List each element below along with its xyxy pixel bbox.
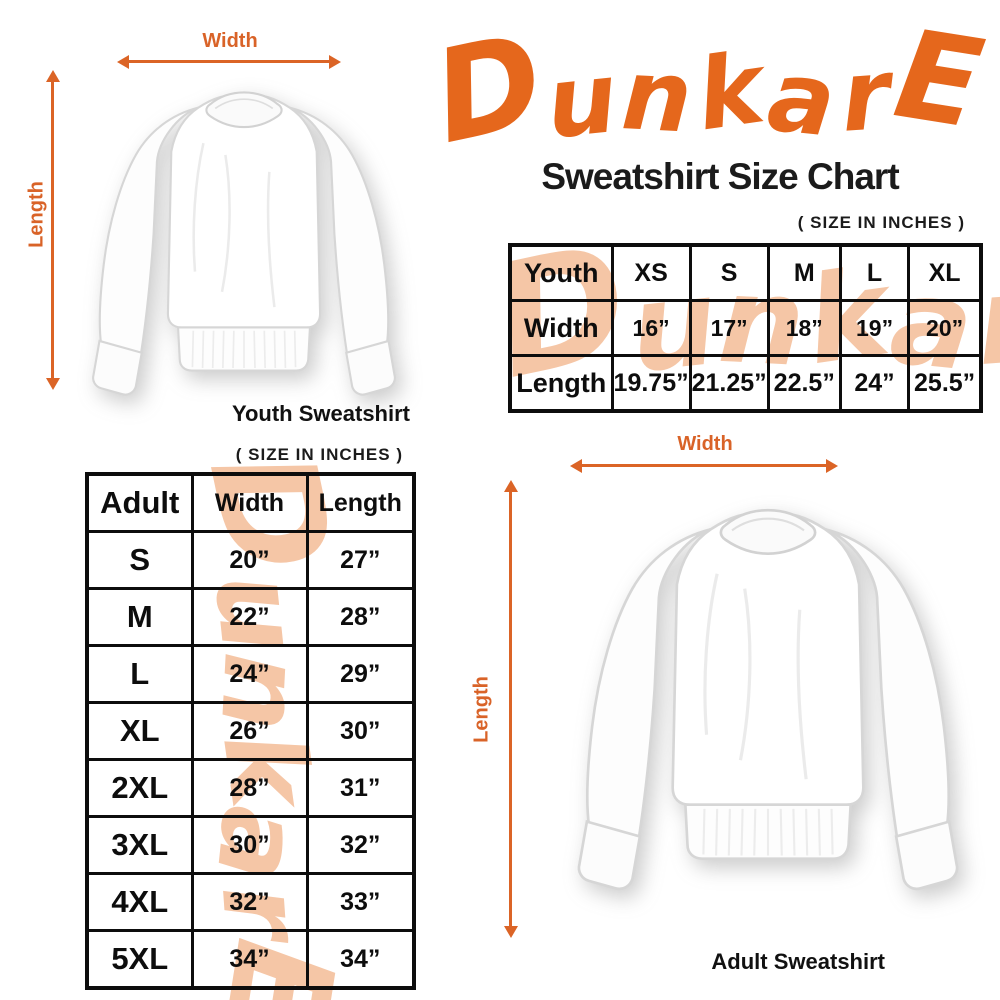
table-cell: 4XL [85, 872, 194, 932]
table-cell: Length [305, 472, 416, 533]
adult-table-wrap: DunkarE Adult Width Length S 20” 27” M 22” 28” L 2… [85, 437, 419, 1000]
table-cell: Width [508, 299, 614, 357]
table-cell: 34” [305, 929, 416, 990]
table-cell: 5XL [85, 929, 194, 990]
table-cell: Youth [508, 243, 614, 302]
table-cell: 27” [305, 530, 416, 590]
youth-sweatshirt-image [92, 91, 396, 396]
table-cell: 24” [190, 644, 309, 704]
table-row: Adult Width Length [85, 472, 416, 533]
table-cell: XL [907, 243, 983, 302]
table-row: 3XL 30” 32” [85, 815, 416, 875]
size-in-inches-note: ( SIZE IN INCHES ) [797, 213, 965, 232]
table-cell: 20” [907, 299, 983, 357]
adult-width-label: Width [677, 433, 733, 455]
youth-width-label: Width [202, 30, 258, 52]
table-cell: 29” [305, 644, 416, 704]
table-cell: 30” [305, 701, 416, 761]
table-row: 4XL 32” 33” [85, 872, 416, 932]
youth-caption: Youth Sweatshirt [231, 401, 410, 426]
youth-length-label: Length [25, 181, 48, 248]
table-row: Width 16” 17” 18” 19” 20” [508, 299, 983, 357]
table-cell: 33” [305, 872, 416, 932]
adult-size-in-inches-note: ( SIZE IN INCHES ) [235, 445, 403, 464]
table-row: L 24” 29” [85, 644, 416, 704]
table-cell: 20” [190, 530, 309, 590]
table-cell: S [688, 243, 770, 302]
table-row: 5XL 34” 34” [85, 929, 416, 990]
adult-caption: Adult Sweatshirt [711, 949, 885, 974]
table-cell: S [85, 530, 194, 590]
table-row: Youth XS S M L XL [508, 243, 983, 302]
table-cell: 32” [305, 815, 416, 875]
table-cell: 2XL [85, 758, 194, 818]
table-row: S 20” 27” [85, 530, 416, 590]
table-row: 2XL 28” 31” [85, 758, 416, 818]
youth-width-arrow [117, 54, 341, 69]
table-row: M 22” 28” [85, 587, 416, 647]
table-cell: L [838, 243, 911, 302]
table-cell: 3XL [85, 815, 194, 875]
table-cell: 18” [766, 299, 842, 357]
table-cell: 22.5” [766, 354, 842, 413]
table-cell: XL [85, 701, 194, 761]
table-cell: L [85, 644, 194, 704]
table-cell: 28” [190, 758, 309, 818]
table-cell: 28” [305, 587, 416, 647]
table-cell: 19” [838, 299, 911, 357]
table-cell: 32” [190, 872, 309, 932]
adult-sweatshirt-image [577, 508, 959, 891]
table-cell: Length [508, 354, 614, 413]
table-cell: 17” [688, 299, 770, 357]
table-cell: 16” [610, 299, 692, 357]
table-cell: 25.5” [907, 354, 983, 413]
table-cell: 24” [838, 354, 911, 413]
adult-length-label: Length [470, 676, 493, 743]
table-cell: 22” [190, 587, 309, 647]
table-cell: M [766, 243, 842, 302]
table-row: Length 19.75” 21.25” 22.5” 24” 25.5” [508, 354, 983, 413]
table-cell: Adult [85, 472, 194, 533]
dunkare-logo: DunkarE [421, 1, 998, 173]
youth-size-table: Youth XS S M L XL Width 16” 17” 18” 19” 20” Length 19… [508, 243, 983, 413]
table-cell: 21.25” [688, 354, 770, 413]
table-cell: M [85, 587, 194, 647]
page-title: Sweatshirt Size Chart [541, 156, 899, 197]
table-row: XL 26” 30” [85, 701, 416, 761]
table-cell: 34” [190, 929, 309, 990]
table-cell: 19.75” [610, 354, 692, 413]
table-cell: XS [610, 243, 692, 302]
adult-length-arrow [503, 480, 518, 938]
adult-width-arrow [570, 458, 838, 473]
adult-size-table: Adult Width Length S 20” 27” M 22” 28” L 24” 29” XL 2… [85, 472, 416, 990]
youth-length-arrow [45, 70, 60, 390]
table-cell: 30” [190, 815, 309, 875]
table-cell: 26” [190, 701, 309, 761]
table-cell: 31” [305, 758, 416, 818]
youth-table-wrap: DunkarE YouthXSSMLXLWidth16”17”18”19”20”… [479, 208, 1000, 414]
table-cell: Width [190, 472, 309, 533]
